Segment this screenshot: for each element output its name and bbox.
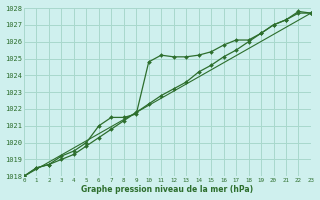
- X-axis label: Graphe pression niveau de la mer (hPa): Graphe pression niveau de la mer (hPa): [81, 185, 253, 194]
